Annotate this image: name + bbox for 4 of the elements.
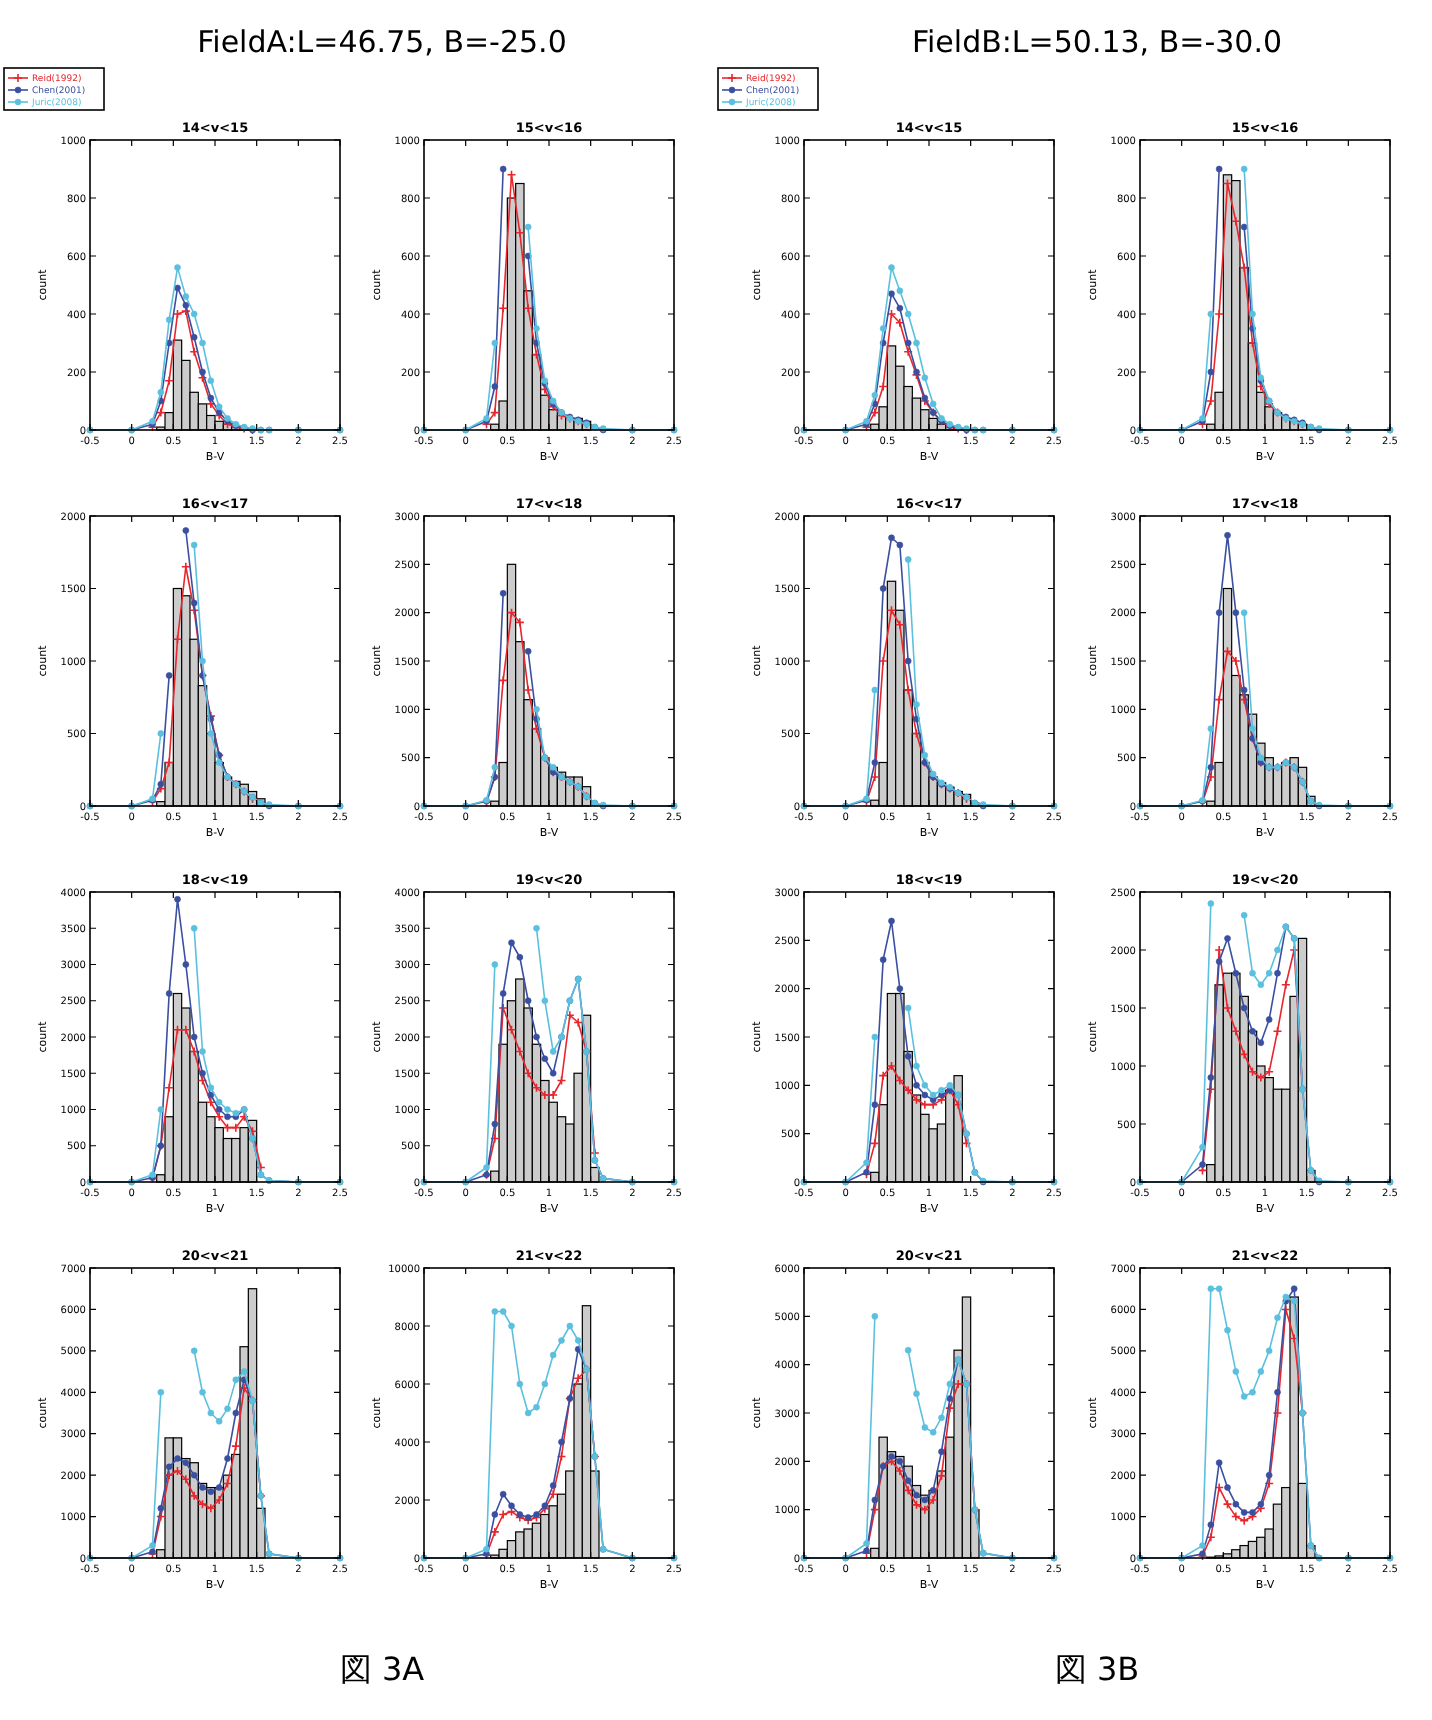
text: FieldB:L=50.13, B=-30.0 [911, 24, 1283, 60]
caption: 図 3B [1054, 1650, 1140, 1688]
text: FieldA:L=46.75, B=-25.0 [197, 24, 567, 60]
caption: 図 3A [339, 1650, 425, 1688]
